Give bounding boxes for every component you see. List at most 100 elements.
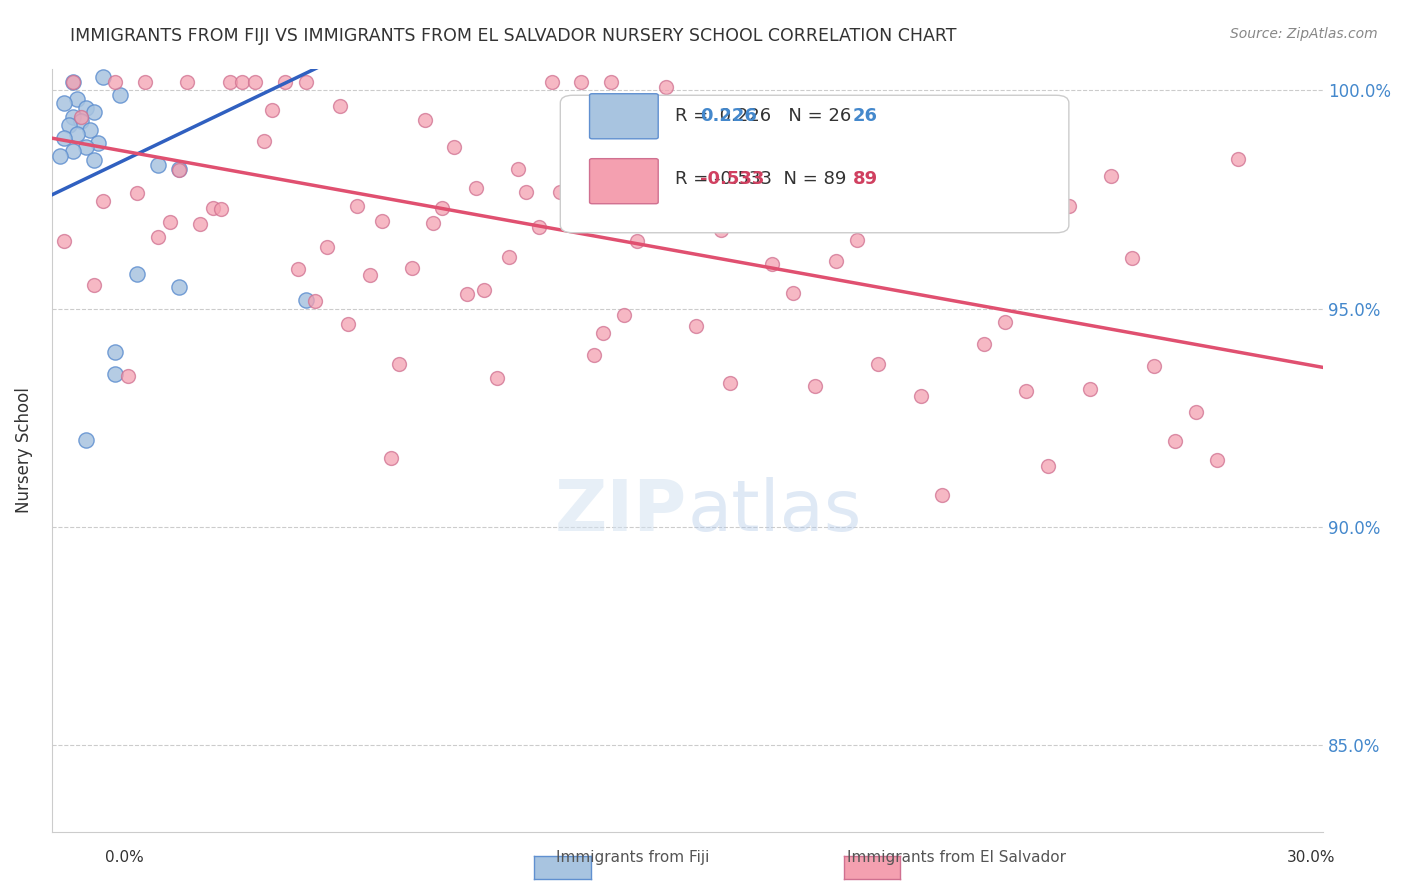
- Point: [134, 74, 156, 88]
- Point: [188, 217, 211, 231]
- Point: [262, 103, 284, 117]
- Point: [243, 75, 266, 89]
- Point: [167, 162, 190, 177]
- Point: [83, 153, 105, 168]
- Point: [422, 216, 444, 230]
- FancyBboxPatch shape: [561, 95, 1069, 233]
- Text: ZIP: ZIP: [555, 477, 688, 546]
- Point: [146, 157, 169, 171]
- Point: [337, 317, 360, 331]
- Point: [53, 131, 76, 145]
- Text: Source: ZipAtlas.com: Source: ZipAtlas.com: [1230, 27, 1378, 41]
- Point: [592, 326, 614, 341]
- Point: [506, 162, 529, 177]
- Point: [62, 110, 84, 124]
- Point: [83, 105, 105, 120]
- Point: [104, 367, 127, 381]
- Point: [1142, 359, 1164, 373]
- Point: [295, 293, 318, 307]
- Point: [346, 199, 368, 213]
- Point: [718, 376, 741, 390]
- Point: [274, 74, 297, 88]
- Point: [91, 70, 114, 85]
- Point: [889, 177, 911, 191]
- Point: [626, 234, 648, 248]
- Point: [558, 134, 581, 148]
- Point: [359, 268, 381, 282]
- Point: [329, 99, 352, 113]
- Text: 89: 89: [852, 170, 877, 188]
- Point: [973, 336, 995, 351]
- Point: [803, 379, 825, 393]
- Point: [87, 136, 110, 150]
- Point: [782, 286, 804, 301]
- Point: [643, 157, 665, 171]
- Point: [62, 74, 84, 88]
- Point: [1164, 434, 1187, 448]
- Point: [685, 318, 707, 333]
- Point: [1015, 384, 1038, 399]
- Point: [1057, 199, 1080, 213]
- Text: R = -0.533  N = 89: R = -0.533 N = 89: [675, 170, 846, 188]
- Point: [540, 74, 562, 88]
- Point: [634, 139, 657, 153]
- Text: -0.533: -0.533: [700, 170, 765, 188]
- Point: [550, 185, 572, 199]
- Point: [218, 74, 240, 88]
- Point: [727, 124, 749, 138]
- Point: [66, 92, 89, 106]
- Point: [108, 87, 131, 102]
- Point: [1121, 252, 1143, 266]
- Point: [740, 183, 762, 197]
- Point: [464, 181, 486, 195]
- Text: Immigrants from El Salvador: Immigrants from El Salvador: [846, 850, 1066, 865]
- Text: 0.0%: 0.0%: [105, 850, 145, 865]
- Point: [380, 450, 402, 465]
- Point: [62, 74, 84, 88]
- Point: [824, 254, 846, 268]
- Text: atlas: atlas: [688, 477, 862, 546]
- Point: [53, 234, 76, 248]
- Point: [846, 233, 869, 247]
- Point: [456, 287, 478, 301]
- Text: 30.0%: 30.0%: [1288, 850, 1336, 865]
- Point: [66, 127, 89, 141]
- Point: [994, 315, 1017, 329]
- Point: [53, 96, 76, 111]
- Point: [910, 389, 932, 403]
- Point: [79, 122, 101, 136]
- Point: [75, 140, 97, 154]
- Point: [287, 261, 309, 276]
- Point: [761, 257, 783, 271]
- Point: [62, 145, 84, 159]
- Point: [125, 186, 148, 200]
- Point: [316, 240, 339, 254]
- Point: [600, 74, 623, 88]
- Point: [710, 223, 733, 237]
- Point: [167, 279, 190, 293]
- Point: [176, 74, 198, 88]
- Point: [304, 294, 326, 309]
- Y-axis label: Nursery School: Nursery School: [15, 387, 32, 514]
- Point: [676, 147, 699, 161]
- Text: IMMIGRANTS FROM FIJI VS IMMIGRANTS FROM EL SALVADOR NURSERY SCHOOL CORRELATION C: IMMIGRANTS FROM FIJI VS IMMIGRANTS FROM …: [70, 27, 957, 45]
- Point: [583, 348, 606, 362]
- Text: 26: 26: [852, 107, 877, 125]
- Text: R =  0.226   N = 26: R = 0.226 N = 26: [675, 107, 851, 125]
- Point: [104, 345, 127, 359]
- Point: [527, 220, 550, 235]
- Point: [70, 114, 93, 128]
- FancyBboxPatch shape: [589, 94, 658, 139]
- Point: [75, 101, 97, 115]
- Point: [209, 202, 232, 216]
- Point: [388, 357, 411, 371]
- Point: [117, 368, 139, 383]
- FancyBboxPatch shape: [589, 159, 658, 203]
- Point: [1185, 405, 1208, 419]
- Point: [697, 176, 720, 190]
- Point: [83, 277, 105, 292]
- Point: [868, 357, 890, 371]
- Point: [1099, 169, 1122, 183]
- Point: [1036, 458, 1059, 473]
- Point: [231, 74, 253, 88]
